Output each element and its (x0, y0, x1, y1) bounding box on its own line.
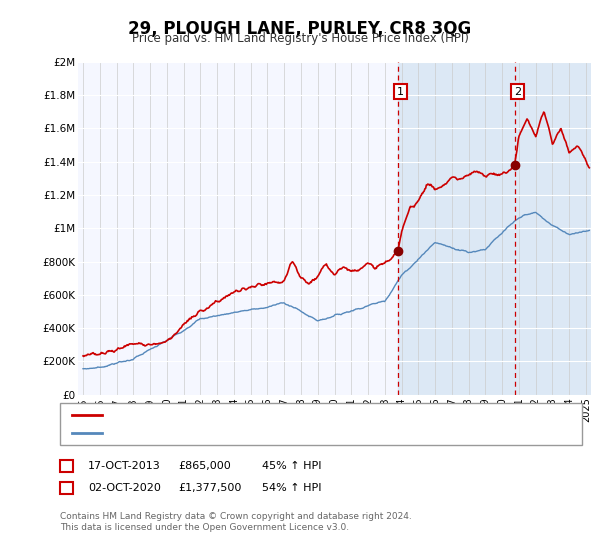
Text: £865,000: £865,000 (178, 461, 231, 471)
Text: 2: 2 (63, 483, 70, 493)
Text: 54% ↑ HPI: 54% ↑ HPI (262, 483, 322, 493)
Bar (398, 62, 515, 395)
Text: Price paid vs. HM Land Registry's House Price Index (HPI): Price paid vs. HM Land Registry's House … (131, 32, 469, 45)
Text: £1,377,500: £1,377,500 (178, 483, 242, 493)
Text: 29, PLOUGH LANE, PURLEY, CR8 3QG: 29, PLOUGH LANE, PURLEY, CR8 3QG (128, 20, 472, 38)
Text: HPI: Average price, detached house, Sutton: HPI: Average price, detached house, Sutt… (108, 428, 335, 438)
Text: Contains HM Land Registry data © Crown copyright and database right 2024.
This d: Contains HM Land Registry data © Crown c… (60, 512, 412, 532)
Bar (515, 62, 591, 395)
Text: 29, PLOUGH LANE, PURLEY, CR8 3QG (detached house): 29, PLOUGH LANE, PURLEY, CR8 3QG (detach… (108, 410, 397, 420)
Text: 45% ↑ HPI: 45% ↑ HPI (262, 461, 322, 471)
Text: 1: 1 (397, 87, 404, 96)
Text: 17-OCT-2013: 17-OCT-2013 (88, 461, 161, 471)
Text: 02-OCT-2020: 02-OCT-2020 (88, 483, 161, 493)
Text: 2: 2 (514, 87, 521, 96)
Text: 1: 1 (63, 461, 70, 471)
